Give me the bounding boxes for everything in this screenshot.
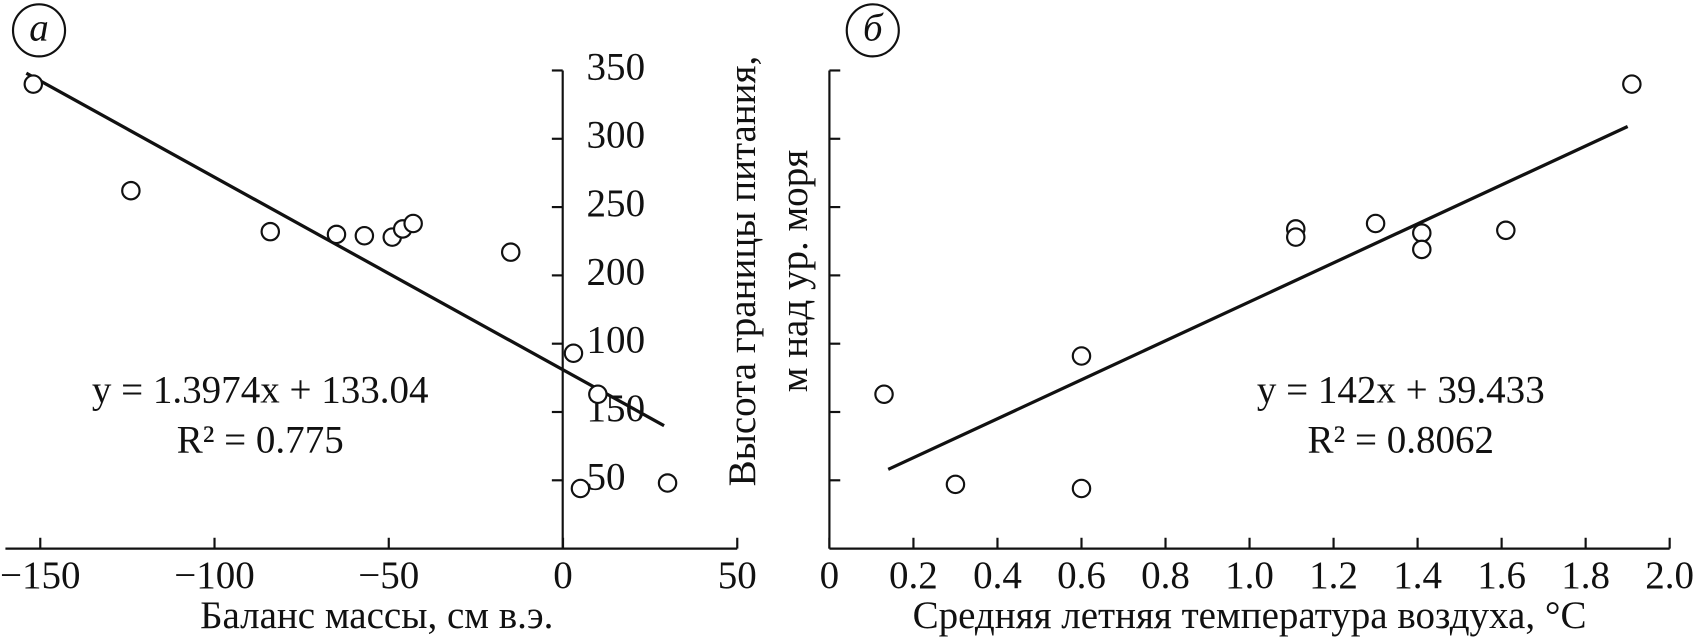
x-tick-label: 2.0	[1645, 554, 1694, 597]
x-tick-label: 1.8	[1561, 554, 1610, 597]
data-point	[570, 478, 591, 499]
data-point	[1285, 227, 1306, 247]
data-point	[1622, 74, 1642, 94]
x-axis-label: Средняя летняя температура воздуха, °C	[913, 594, 1587, 637]
y-tick-label: 200	[587, 250, 646, 293]
panel-label: б	[863, 6, 884, 49]
x-tick-label: 1.2	[1309, 554, 1358, 597]
annotation: y = 1.3974x + 133.04	[92, 369, 429, 412]
x-axis-label: Баланс массы, см в.э.	[200, 594, 553, 637]
y-axis-label: м над ур. моря	[773, 150, 816, 392]
data-point	[23, 74, 44, 94]
data-point	[945, 474, 966, 495]
x-tick-label: −100	[174, 554, 255, 597]
data-point	[354, 226, 375, 246]
data-point	[1071, 346, 1092, 366]
data-point	[121, 180, 141, 201]
y-tick-label: 250	[587, 182, 646, 225]
annotation: y = 142x + 39.433	[1257, 369, 1545, 412]
data-point	[874, 384, 894, 404]
data-point	[1496, 220, 1516, 241]
y-tick-label: 100	[587, 319, 646, 362]
x-tick-label: 0	[553, 554, 573, 597]
y-tick-label: 300	[587, 114, 646, 157]
data-point	[326, 224, 347, 245]
panel-badge	[11, 3, 67, 58]
data-point	[500, 242, 521, 262]
panel-badge	[845, 3, 900, 58]
y-tick-label: 350	[587, 45, 646, 88]
data-point	[588, 384, 608, 404]
x-tick-label: 0.8	[1141, 554, 1190, 597]
data-point	[1412, 223, 1432, 243]
x-tick-label: −50	[358, 554, 419, 597]
x-tick-label: 0.4	[973, 554, 1022, 597]
data-point	[563, 343, 584, 364]
x-tick-label: 0	[820, 554, 840, 597]
data-point	[657, 473, 678, 493]
x-tick-label: 0.6	[1057, 554, 1106, 597]
x-tick-label: 50	[718, 554, 757, 597]
annotation: R² = 0.775	[177, 418, 344, 461]
data-point	[1412, 239, 1432, 260]
x-tick-label: 1.6	[1477, 554, 1526, 597]
y-axis-label: Высота границы питания,	[721, 56, 764, 487]
annotation: R² = 0.8062	[1308, 418, 1495, 461]
y-tick-label: 50	[587, 455, 626, 498]
data-point	[1365, 213, 1386, 234]
x-tick-label: 1.4	[1393, 554, 1442, 597]
data-point	[403, 213, 423, 234]
data-point	[1071, 478, 1092, 499]
trend-line	[887, 125, 1629, 471]
panel-label: а	[29, 6, 49, 49]
x-tick-label: −150	[0, 554, 81, 597]
trend-line	[25, 71, 665, 428]
figure-body: −150 −100 −50 0 5050150100200250300350аБалан…	[0, 3, 1694, 637]
x-tick-label: 0.2	[889, 554, 938, 597]
data-point	[260, 221, 281, 242]
x-tick-label: 1.0	[1225, 554, 1274, 597]
